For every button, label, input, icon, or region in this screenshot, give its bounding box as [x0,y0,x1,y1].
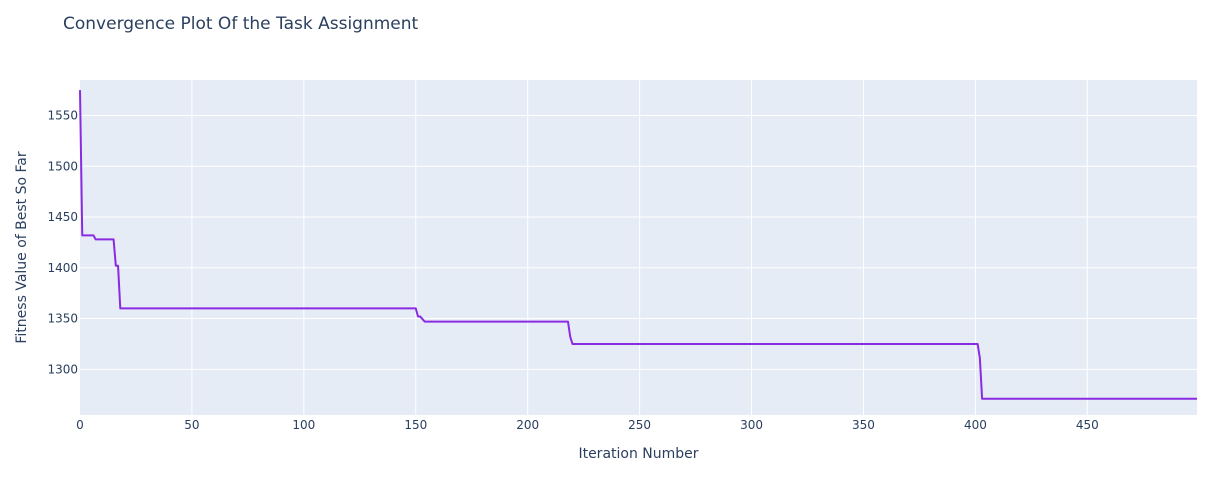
x-tick-label: 100 [292,418,315,432]
y-gridlines [80,115,1197,370]
x-tick-labels: 0 50 100 150 200 250 300 350 400 450 [76,418,1099,432]
x-tick-label: 50 [184,418,199,432]
x-gridlines [191,80,1088,415]
y-tick-label: 1400 [47,261,78,275]
y-tick-label: 1500 [47,159,78,173]
x-tick-label: 200 [516,418,539,432]
y-tick-label: 1450 [47,210,78,224]
x-tick-label: 400 [964,418,987,432]
y-tick-label: 1350 [47,312,78,326]
x-tick-label: 450 [1076,418,1099,432]
chart-title: Convergence Plot Of the Task Assignment [63,14,419,34]
x-axis-title: Iteration Number [578,446,698,462]
y-tick-labels: 1300 1350 1400 1450 1500 1550 [47,109,78,377]
x-tick-label: 250 [628,418,651,432]
y-tick-label: 1550 [47,109,78,123]
x-tick-label: 150 [404,418,427,432]
y-tick-label: 1300 [47,362,78,376]
y-axis-title: Fitness Value of Best So Far [14,151,30,343]
x-tick-label: 300 [740,418,763,432]
x-tick-label: 0 [76,418,84,432]
plot-area [80,80,1197,415]
x-tick-label: 350 [852,418,875,432]
series-line [79,90,1197,400]
